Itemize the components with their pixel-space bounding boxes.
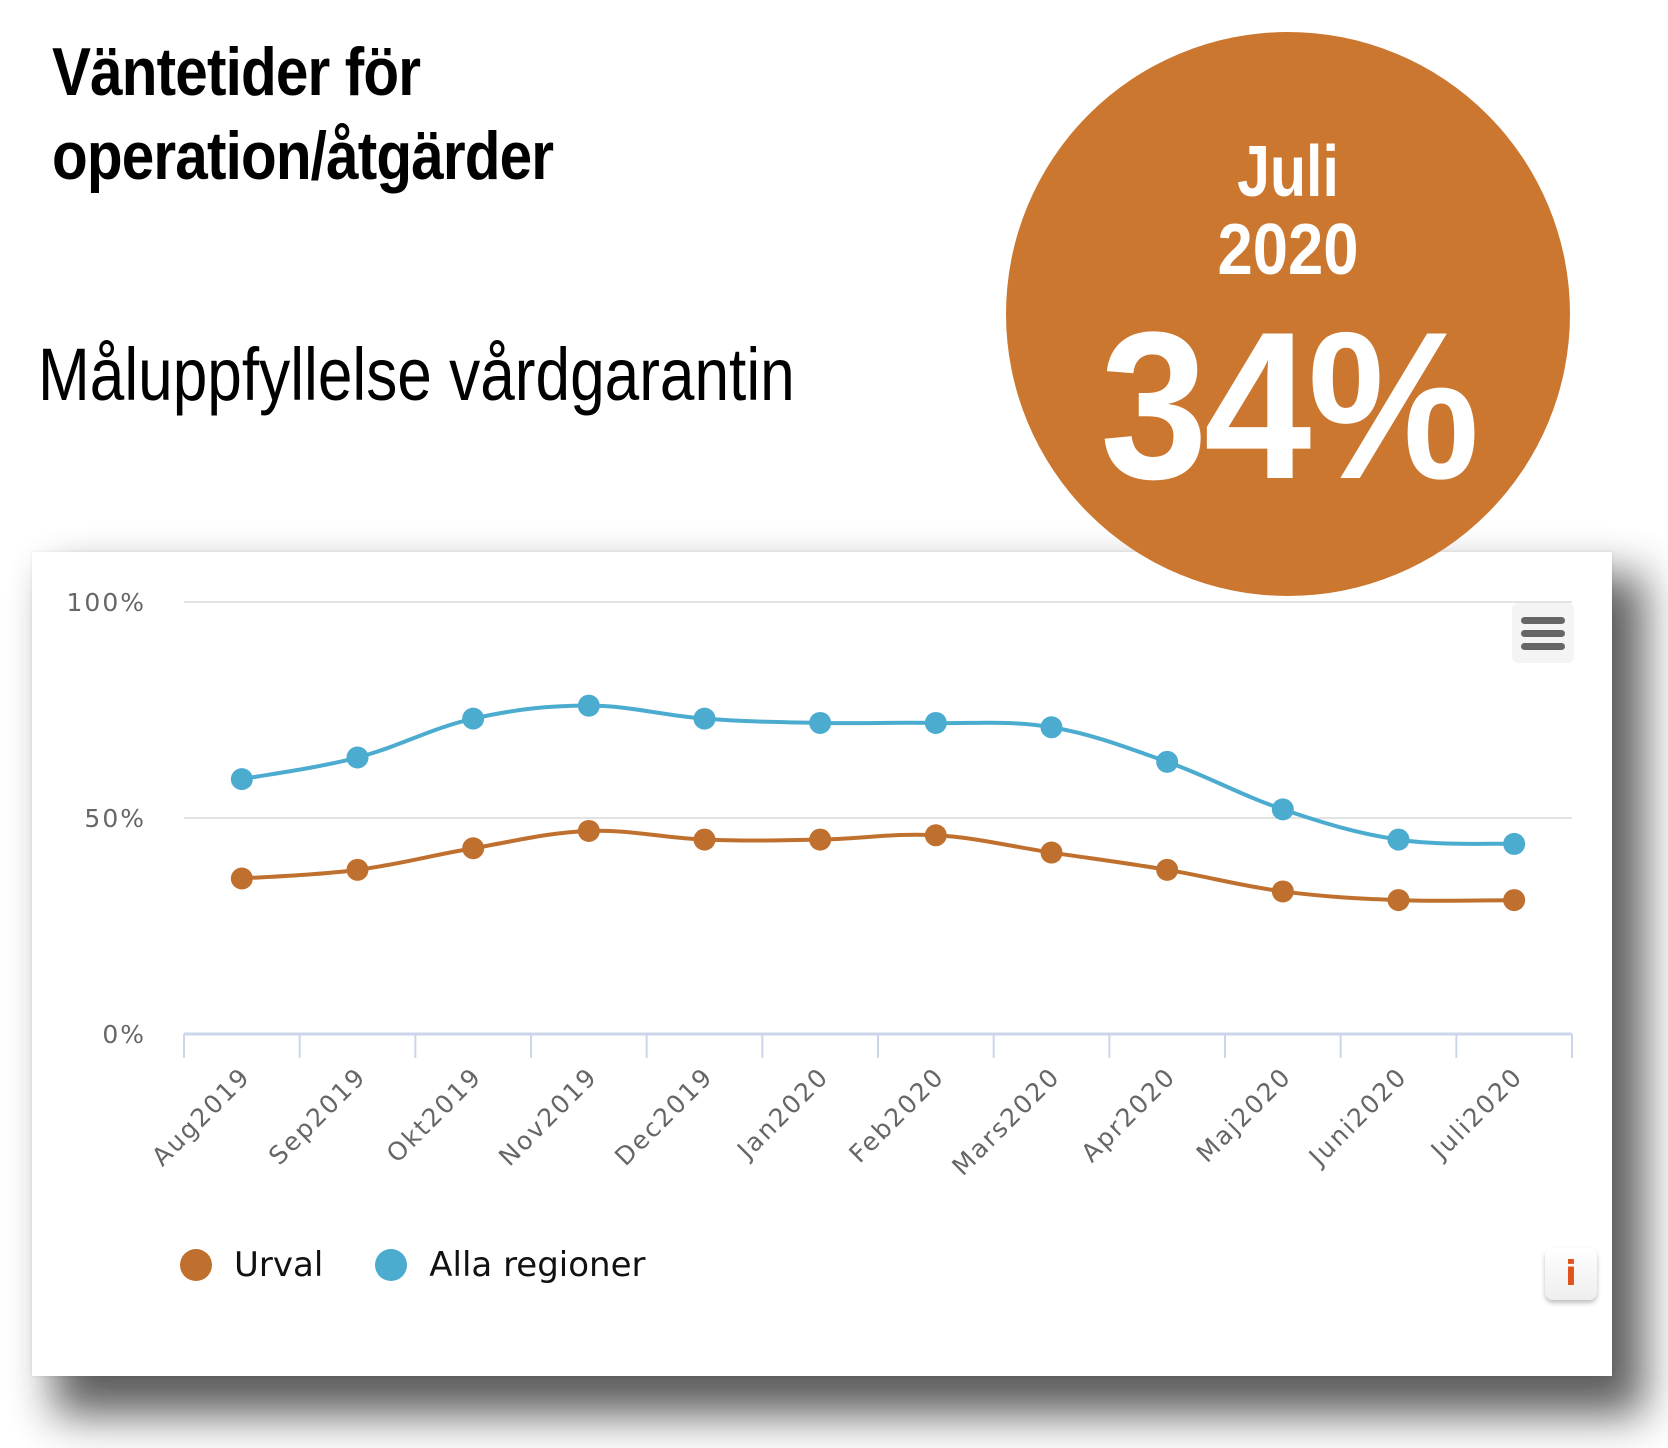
data-point-urval[interactable] (462, 837, 485, 860)
data-point-alla-regioner[interactable] (1503, 832, 1526, 855)
legend-item-alla-regioner[interactable]: Alla regioner (375, 1245, 646, 1285)
data-point-urval[interactable] (1040, 841, 1063, 864)
data-point-alla-regioner[interactable] (462, 707, 485, 730)
legend-label-urval: Urval (234, 1245, 324, 1285)
gridlines (184, 601, 1572, 819)
hamburger-menu-icon (1521, 616, 1565, 624)
legend-marker-urval (180, 1249, 212, 1281)
data-point-urval[interactable] (346, 858, 369, 881)
data-point-alla-regioner[interactable] (1271, 798, 1294, 821)
info-button[interactable]: i (1545, 1248, 1597, 1300)
chart-legend: Urval Alla regioner (180, 1245, 698, 1285)
data-point-urval[interactable] (577, 819, 600, 842)
data-point-urval[interactable] (924, 824, 947, 847)
title-line-2: operation/åtgärder (52, 118, 554, 194)
data-point-urval[interactable] (1156, 858, 1179, 881)
info-icon: i (1565, 1254, 1577, 1294)
data-point-urval[interactable] (1271, 880, 1294, 903)
page-subtitle: Måluppfyllelse vårdgarantin (38, 333, 795, 416)
legend-marker-alla-regioner (375, 1249, 408, 1281)
x-axis (183, 1032, 1573, 1058)
legend-label-alla-regioner: Alla regioner (429, 1245, 646, 1285)
data-point-urval[interactable] (230, 867, 253, 890)
data-point-alla-regioner[interactable] (693, 707, 716, 730)
hamburger-menu-icon-bar (1521, 629, 1565, 637)
data-point-alla-regioner[interactable] (346, 746, 369, 769)
data-point-alla-regioner[interactable] (1040, 716, 1063, 739)
y-axis-labels: 0% 50% 100% (67, 588, 146, 1049)
chart-card (32, 552, 1612, 1376)
data-point-urval[interactable] (1503, 889, 1526, 912)
badge-month: Juli (1237, 132, 1339, 212)
series-points (230, 694, 1526, 912)
badge-value: 34% (1100, 288, 1479, 523)
badge-year: 2020 (1217, 210, 1359, 290)
y-tick-label: 50% (84, 804, 146, 833)
data-point-urval[interactable] (693, 828, 716, 851)
y-tick-label: 0% (102, 1020, 146, 1049)
data-point-alla-regioner[interactable] (577, 694, 600, 717)
legend-item-urval[interactable]: Urval (180, 1245, 323, 1285)
page-title: Väntetider för operation/åtgärder (52, 30, 554, 198)
series-line-urval (241, 828, 1515, 903)
hamburger-menu-icon-bar (1521, 642, 1565, 650)
data-point-urval[interactable] (809, 828, 832, 851)
goal-fulfillment-badge: Juli 2020 34% (1006, 32, 1570, 596)
title-line-1: Väntetider för (52, 34, 421, 110)
data-point-alla-regioner[interactable] (1156, 750, 1179, 773)
y-tick-label: 100% (67, 588, 146, 617)
data-point-alla-regioner[interactable] (924, 711, 947, 734)
chart-menu-button[interactable] (1512, 603, 1574, 663)
data-point-alla-regioner[interactable] (230, 768, 253, 791)
data-point-alla-regioner[interactable] (1387, 828, 1410, 851)
data-point-urval[interactable] (1387, 889, 1410, 912)
data-point-alla-regioner[interactable] (809, 711, 832, 734)
